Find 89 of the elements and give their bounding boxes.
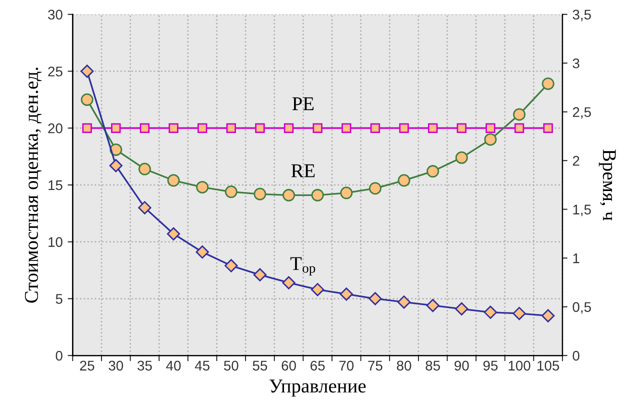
point [80,93,94,106]
y-tick-label: 15 [48,180,62,190]
point [168,123,178,133]
x-tick-label: 50 [224,360,238,371]
x-tick-label: 25 [80,360,94,371]
point [426,298,440,312]
point [312,123,322,133]
point [109,159,122,172]
x-tick-label: 100 [508,360,530,371]
point [253,268,267,282]
point [428,123,438,133]
point [484,306,498,319]
point [484,133,497,146]
y-tick-label: 30 [48,10,62,20]
y2-tick-label: 0,5 [572,302,591,314]
x-tick-label: 90 [454,360,469,371]
y2-tick-label: 2 [572,156,580,166]
point [140,123,150,133]
x-tick-label: 55 [252,360,268,371]
point [513,108,526,121]
point [399,123,409,133]
point [282,188,296,202]
x-tick-label: 30 [108,360,124,371]
y-axis-title: Стоимостная оценка, ден.ед. [24,68,42,303]
point [224,186,238,198]
x-axis-title: Управление [269,380,366,397]
x-tick-label: 95 [483,360,498,371]
point [166,227,180,240]
point [542,77,554,90]
point [514,123,524,133]
point [196,180,209,194]
point [541,309,555,322]
x-tick-label: 85 [426,360,440,371]
x-tick-label: 75 [368,360,382,371]
point [368,292,382,306]
y2-axis-title: Время, ч [598,149,616,221]
point [254,188,266,200]
y2-tick-label: 1 [573,254,580,264]
point [426,165,440,178]
point [456,123,466,133]
point [111,123,121,133]
y-tick-label: 25 [48,66,62,76]
y2-tick-label: 3,5 [572,10,591,22]
x-tick-label: 45 [194,360,210,371]
point [486,123,496,133]
point [368,182,382,195]
point [167,174,180,187]
point [340,186,353,200]
point [226,123,236,133]
x-tick-label: 70 [339,360,354,371]
annotation: T$_{op}$ [290,257,316,276]
annotation: RE [291,164,315,178]
point [370,123,380,133]
y-tick-label: 20 [48,123,62,134]
point [82,123,92,133]
point [342,123,352,133]
point [138,162,151,176]
point [110,143,122,156]
point [80,64,94,78]
annotation: PE [292,97,314,110]
x-tick-label: 40 [166,360,181,371]
y2-tick-label: 2,5 [572,107,591,119]
point [284,123,294,133]
y2-tick-label: 1,5 [573,204,591,216]
y-tick-label: 5 [56,294,62,304]
y-tick-label: 0 [56,350,62,361]
point [138,201,152,214]
point [340,288,353,301]
point [197,123,208,133]
point [255,123,265,133]
point [311,188,324,202]
point [310,282,324,296]
point [543,123,553,133]
point [196,245,209,259]
y2-tick-label: 3 [572,58,580,68]
x-tick-label: 80 [396,360,412,371]
point [455,151,468,164]
point [455,302,468,316]
point [397,295,411,309]
point [224,259,238,272]
x-tick-label: 65 [310,360,325,371]
x-tick-label: 105 [538,360,560,371]
x-tick-label: 35 [138,360,152,371]
x-tick-label: 60 [282,360,296,371]
y2-tick-label: 0 [572,350,580,361]
point [398,174,410,187]
y-tick-label: 10 [48,237,62,247]
point [512,306,526,320]
point [282,276,296,290]
